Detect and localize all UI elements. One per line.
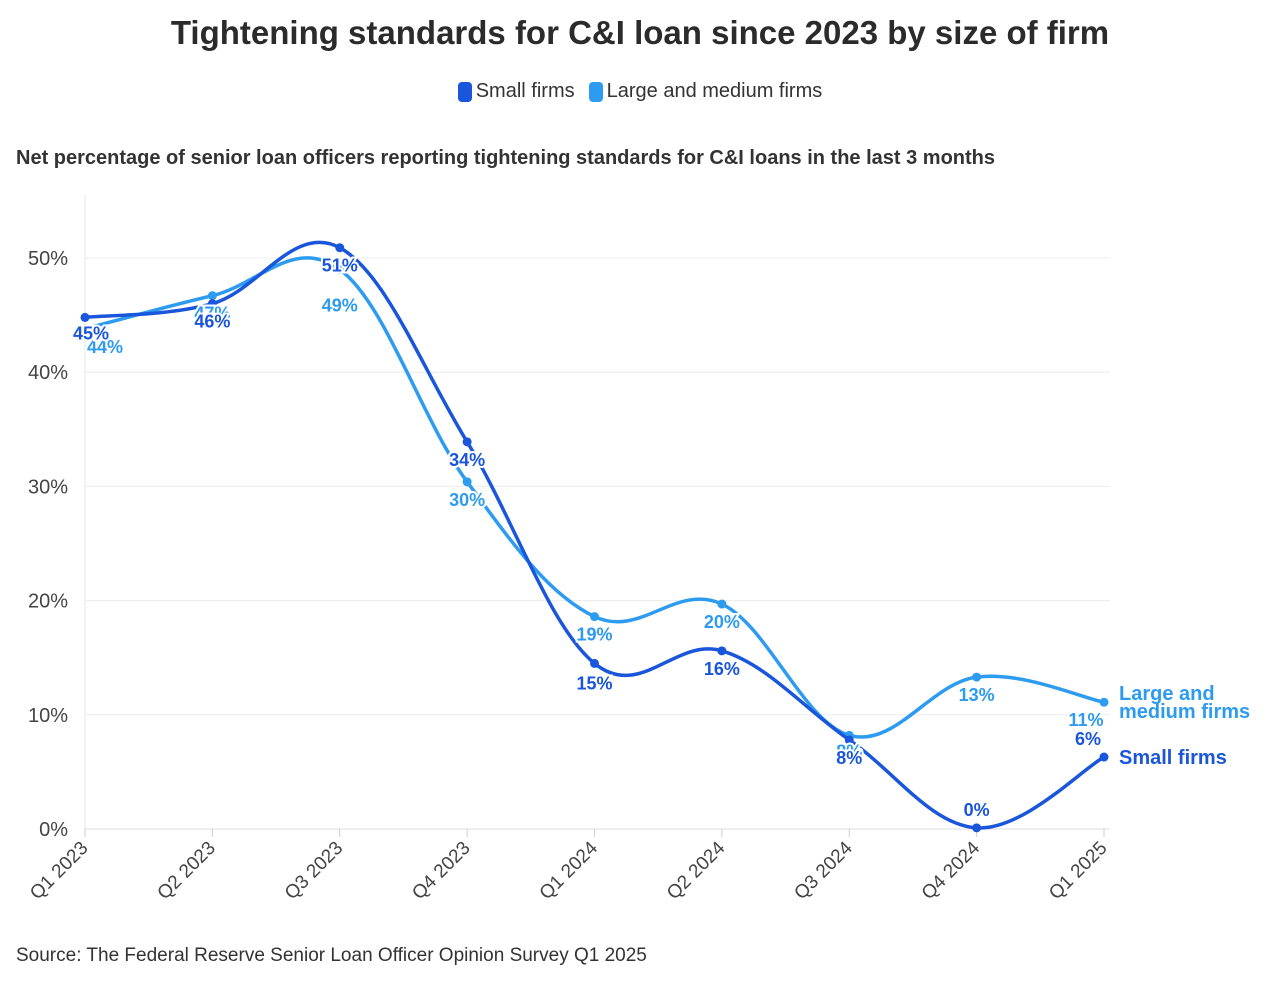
data-point-small-firms[interactable] [972,823,982,833]
chart-subtitle: Net percentage of senior loan officers r… [16,147,996,169]
x-tick-label: Q3 2024 [790,837,857,904]
data-label-small-firms: 46% [194,312,230,332]
data-label-small-firms: 45% [73,323,109,343]
data-label-small-firms: 16% [704,659,740,679]
data-point-small-firms[interactable] [335,243,345,253]
data-label-small-firms: 0% [964,800,990,820]
legend-item-small-firms[interactable]: Small firms [457,80,575,103]
data-label-large-medium-firms: 47% [194,304,230,324]
y-tick-label: 10% [28,705,68,727]
x-tick-label: Q1 2025 [1045,838,1111,904]
y-tick-label: 30% [28,476,68,498]
data-point-large-medium-firms[interactable] [335,264,345,274]
legend-swatch-large-medium-firms [588,81,603,102]
data-point-small-firms[interactable] [462,437,472,447]
data-label-large-medium-firms: 11% [1068,710,1103,730]
y-tick-label: 0% [39,819,68,841]
data-point-small-firms[interactable] [80,312,90,322]
data-label-large-medium-firms: 49% [322,295,358,315]
y-tick-label: 20% [28,591,68,613]
data-label-large-medium-firms: 30% [449,490,485,510]
x-tick-label: Q2 2023 [154,838,220,904]
data-label-small-firms: 51% [322,256,358,276]
legend: Small firms Large and medium firms [0,80,1280,103]
data-point-small-firms[interactable] [717,646,727,656]
series-line-small-firms [83,240,1106,830]
end-label-small-firms: Small firms [1119,747,1227,769]
data-label-large-medium-firms: 44% [87,337,123,357]
data-point-small-firms[interactable] [590,658,599,668]
end-label-large-medium-firms: Large and [1119,683,1215,705]
data-label-large-medium-firms: 8% [836,741,862,761]
data-label-small-firms: 34% [449,450,485,470]
data-point-large-medium-firms[interactable] [590,612,599,622]
data-point-large-medium-firms[interactable] [717,599,727,609]
data-point-large-medium-firms[interactable] [972,672,982,682]
data-point-large-medium-firms[interactable] [1099,697,1109,707]
data-point-large-medium-firms[interactable] [462,477,472,487]
data-point-small-firms[interactable] [844,735,854,745]
legend-item-large-medium-firms[interactable]: Large and medium firms [588,80,823,103]
data-label-small-firms: 15% [576,673,612,693]
legend-swatch-small-firms [457,81,472,102]
x-tick-label: Q4 2024 [918,837,985,904]
x-tick-label: Q4 2023 [408,838,474,904]
y-tick-label: 50% [28,248,68,270]
y-tick-label: 40% [28,362,68,384]
data-label-small-firms: 6% [1075,729,1101,749]
end-label-large-medium-firms: medium firms [1119,701,1250,723]
data-point-large-medium-firms[interactable] [207,291,217,301]
x-tick-label: Q2 2024 [663,837,730,904]
data-label-large-medium-firms: 19% [576,625,612,645]
x-tick-label: Q3 2023 [281,838,347,904]
legend-label-small-firms: Small firms [475,80,575,102]
data-label-large-medium-firms: 13% [959,685,995,705]
series-line-large-medium-firms [83,256,1106,739]
x-tick-label: Q1 2023 [26,838,92,904]
data-label-large-medium-firms: 20% [704,612,740,632]
data-point-small-firms[interactable] [1099,752,1109,762]
x-tick-label: Q1 2024 [536,837,603,904]
legend-label-large-medium-firms: Large and medium firms [606,80,823,102]
source-note: Source: The Federal Reserve Senior Loan … [16,945,647,966]
chart-title: Tightening standards for C&I loan since … [170,14,1110,51]
data-label-small-firms: 8% [836,748,862,768]
plot-area: 0% 10% 20% 30% 40% 50% Q1 2023 Q2 2023 Q3 2023 Q4… [26,195,1250,904]
data-point-small-firms[interactable] [207,299,217,309]
data-point-large-medium-firms[interactable] [80,324,90,334]
